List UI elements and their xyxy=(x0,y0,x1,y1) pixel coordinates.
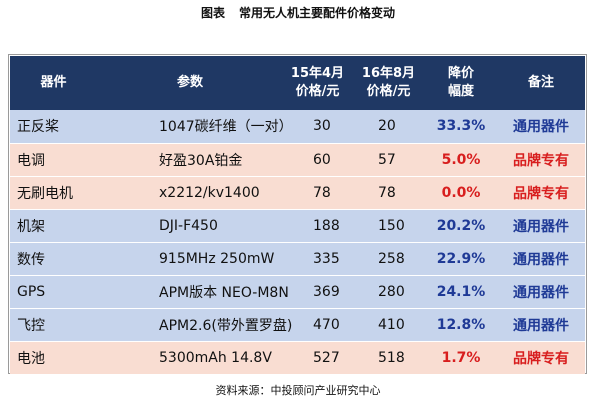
cell-decline-rate: 24.1% xyxy=(425,275,497,309)
cell-param: 好盈30A铂金 xyxy=(97,143,283,177)
cell-price-2016: 410 xyxy=(352,308,425,342)
cell-decline-rate: 33.3% xyxy=(425,110,497,144)
cell-param: APM2.6(带外置罗盘) xyxy=(97,308,292,342)
header-price-2015: 15年4月 价格/元 xyxy=(290,66,345,99)
cell-decline-rate: 20.2% xyxy=(425,209,497,243)
cell-param: APM版本 NEO-M8N xyxy=(97,275,289,309)
cell-device: 飞控 xyxy=(10,308,97,342)
cell-decline-rate: 22.9% xyxy=(425,242,497,276)
cell-param: 915MHz 250mW xyxy=(97,242,283,276)
price-table: 器件 参数 15年4月 价格/元 16年8月 价格/元 降价 幅度 备注 正反桨 10… xyxy=(10,56,585,375)
table-row: 电池 5300mAh 14.8V 527 518 1.7% 品牌专有 xyxy=(10,341,585,375)
figure-caption: 常用无人机主要配件价格变动 xyxy=(239,6,396,20)
cell-device: 电调 xyxy=(10,143,97,177)
cell-note: 品牌专有 xyxy=(497,341,585,375)
header-device: 器件 xyxy=(40,75,67,90)
cell-note: 品牌专有 xyxy=(497,176,585,210)
table-header-row: 器件 参数 15年4月 价格/元 16年8月 价格/元 降价 幅度 备注 xyxy=(10,56,585,110)
cell-device: 机架 xyxy=(10,209,97,243)
cell-price-2015: 188 xyxy=(283,209,352,243)
cell-device: 电池 xyxy=(10,341,97,375)
table-row: 机架 DJI-F450 188 150 20.2% 通用器件 xyxy=(10,209,585,243)
cell-param: 1047碳纤维（一对） xyxy=(97,110,293,144)
cell-price-2015: 60 xyxy=(283,143,352,177)
cell-note: 通用器件 xyxy=(497,110,585,144)
cell-price-2015: 78 xyxy=(283,176,352,210)
table-row: 无刷电机 x2212/kv1400 78 78 0.0% 品牌专有 xyxy=(10,176,585,210)
table-row: 飞控 APM2.6(带外置罗盘) 470 410 12.8% 通用器件 xyxy=(10,308,585,342)
header-price-2016: 16年8月 价格/元 xyxy=(361,66,416,99)
cell-price-2015: 470 xyxy=(283,308,352,342)
table-row: GPS APM版本 NEO-M8N 369 280 24.1% 通用器件 xyxy=(10,275,585,309)
cell-price-2016: 78 xyxy=(352,176,425,210)
cell-price-2016: 518 xyxy=(352,341,425,375)
cell-price-2016: 150 xyxy=(352,209,425,243)
cell-price-2015: 335 xyxy=(283,242,352,276)
table-row: 数传 915MHz 250mW 335 258 22.9% 通用器件 xyxy=(10,242,585,276)
cell-decline-rate: 12.8% xyxy=(425,308,497,342)
cell-param: DJI-F450 xyxy=(97,209,283,243)
cell-note: 品牌专有 xyxy=(497,143,585,177)
cell-price-2016: 57 xyxy=(352,143,425,177)
cell-decline-rate: 0.0% xyxy=(425,176,497,210)
cell-price-2016: 280 xyxy=(352,275,425,309)
source-note: 资料来源：中投顾问产业研究中心 xyxy=(215,384,381,397)
cell-device: 数传 xyxy=(10,242,97,276)
cell-price-2016: 20 xyxy=(352,110,425,144)
cell-price-2016: 258 xyxy=(352,242,425,276)
header-param: 参数 xyxy=(176,75,203,90)
table-row: 正反桨 1047碳纤维（一对） 30 20 33.3% 通用器件 xyxy=(10,110,585,144)
cell-price-2015: 369 xyxy=(283,275,352,309)
cell-note: 通用器件 xyxy=(497,275,585,309)
header-note: 备注 xyxy=(527,75,554,90)
cell-device: 无刷电机 xyxy=(10,176,97,210)
cell-param: 5300mAh 14.8V xyxy=(97,341,283,375)
cell-param: x2212/kv1400 xyxy=(97,176,283,210)
cell-note: 通用器件 xyxy=(497,242,585,276)
figure-title: 图表 常用无人机主要配件价格变动 xyxy=(0,4,596,26)
cell-decline-rate: 1.7% xyxy=(425,341,497,375)
cell-price-2015: 527 xyxy=(283,341,352,375)
table-row: 电调 好盈30A铂金 60 57 5.0% 品牌专有 xyxy=(10,143,585,177)
cell-decline-rate: 5.0% xyxy=(425,143,497,177)
cell-device: GPS xyxy=(10,275,97,309)
cell-device: 正反桨 xyxy=(10,110,97,144)
header-decline-rate: 降价 幅度 xyxy=(447,66,474,99)
figure-label: 图表 xyxy=(200,6,225,20)
cell-note: 通用器件 xyxy=(497,209,585,243)
cell-note: 通用器件 xyxy=(497,308,585,342)
cell-price-2015: 30 xyxy=(283,110,352,144)
